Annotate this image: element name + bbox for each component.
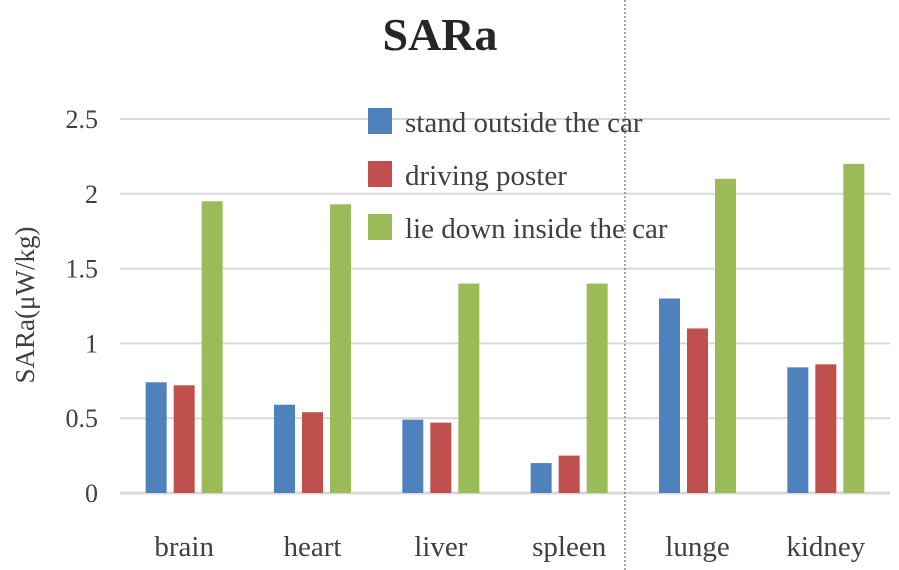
legend-swatch — [368, 161, 392, 187]
x-tick-label: kidney — [786, 531, 865, 563]
bar-brain-1 — [145, 382, 167, 493]
bar-heart-3 — [330, 204, 351, 493]
bar-spleen-2 — [558, 455, 580, 493]
y-tick-label: 1 — [85, 329, 98, 358]
chart-title: SARa — [382, 9, 497, 60]
bar-kidney-2 — [815, 364, 837, 493]
bar-lunge-2 — [687, 328, 708, 493]
x-tick-label: brain — [154, 531, 214, 563]
y-tick-label: 2 — [85, 180, 98, 209]
bar-lunge-3 — [715, 178, 736, 493]
legend-label: stand outside the car — [405, 107, 643, 139]
legend-label: driving poster — [405, 160, 567, 192]
bar-kidney-1 — [787, 367, 809, 493]
bar-kidney-3 — [843, 163, 865, 493]
y-tick-label: 2.5 — [66, 105, 99, 134]
bar-heart-1 — [274, 404, 295, 493]
x-tick-label: liver — [414, 531, 467, 563]
y-tick-label: 0.5 — [66, 404, 99, 433]
bar-liver-3 — [458, 283, 480, 493]
x-tick-label: spleen — [532, 531, 607, 563]
bar-liver-1 — [402, 419, 424, 493]
bar-spleen-1 — [530, 463, 552, 493]
legend-swatch — [368, 214, 392, 240]
legend-swatch — [368, 108, 392, 134]
y-tick-label: 1.5 — [66, 255, 99, 284]
y-axis-label: SARa(μW/kg) — [10, 227, 40, 384]
y-tick-label: 0 — [85, 479, 98, 508]
bar-brain-2 — [173, 385, 195, 493]
bar-brain-3 — [201, 201, 223, 493]
bar-lunge-1 — [659, 298, 680, 493]
bar-heart-2 — [302, 412, 323, 493]
x-tick-label: heart — [284, 531, 342, 563]
x-tick-label: lunge — [665, 531, 729, 563]
bar-spleen-3 — [586, 283, 608, 493]
legend-label: lie down inside the car — [405, 213, 668, 245]
bar-liver-2 — [430, 422, 452, 493]
